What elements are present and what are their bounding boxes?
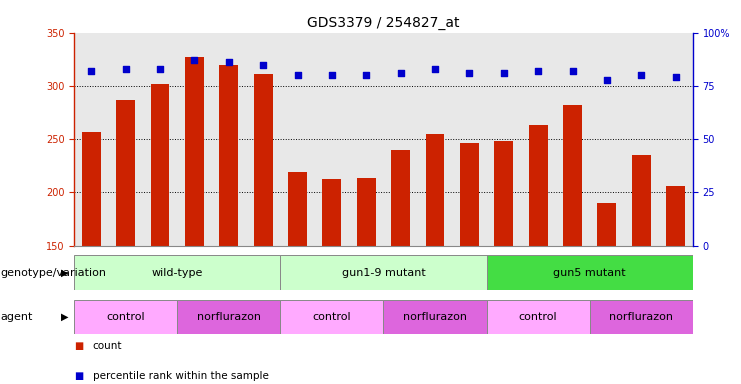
Bar	[185, 57, 204, 246]
Bar	[563, 105, 582, 246]
Text: ▶: ▶	[62, 268, 69, 278]
Bar	[177, 300, 280, 334]
Point	[429, 66, 441, 72]
Point	[395, 70, 407, 76]
Text: norflurazon: norflurazon	[609, 312, 674, 322]
Bar	[82, 132, 101, 246]
Text: control: control	[313, 312, 351, 322]
Text: wild-type: wild-type	[152, 268, 203, 278]
Point	[360, 72, 372, 78]
Bar	[487, 255, 693, 290]
Bar	[425, 134, 445, 246]
Text: agent: agent	[1, 312, 33, 322]
Bar	[116, 100, 135, 246]
Bar	[280, 300, 384, 334]
Text: percentile rank within the sample: percentile rank within the sample	[93, 371, 268, 381]
Bar	[528, 125, 548, 246]
Bar	[253, 74, 273, 246]
Bar	[632, 155, 651, 246]
Text: ■: ■	[74, 371, 83, 381]
Bar	[494, 141, 514, 246]
Bar	[383, 300, 487, 334]
Point	[85, 68, 97, 74]
Bar	[74, 255, 280, 290]
Bar	[219, 65, 239, 246]
Point	[670, 74, 682, 81]
Bar	[597, 203, 617, 246]
Point	[292, 72, 304, 78]
Text: count: count	[93, 341, 122, 351]
Text: norflurazon: norflurazon	[403, 312, 467, 322]
Point	[532, 68, 544, 74]
Text: genotype/variation: genotype/variation	[1, 268, 107, 278]
Text: ■: ■	[74, 341, 83, 351]
Text: norflurazon: norflurazon	[197, 312, 261, 322]
Bar	[590, 300, 693, 334]
Text: gun5 mutant: gun5 mutant	[554, 268, 626, 278]
Text: control: control	[519, 312, 557, 322]
Bar	[357, 177, 376, 246]
Bar	[487, 300, 590, 334]
Bar	[322, 179, 342, 246]
Point	[120, 66, 132, 72]
Point	[601, 76, 613, 83]
Text: control: control	[107, 312, 145, 322]
Point	[498, 70, 510, 76]
Point	[257, 61, 269, 68]
Bar	[666, 186, 685, 246]
Bar	[150, 84, 170, 246]
Bar	[74, 300, 177, 334]
Title: GDS3379 / 254827_at: GDS3379 / 254827_at	[308, 16, 459, 30]
Point	[635, 72, 647, 78]
Text: ▶: ▶	[62, 312, 69, 322]
Point	[223, 60, 235, 66]
Point	[154, 66, 166, 72]
Bar	[391, 150, 410, 246]
Point	[567, 68, 579, 74]
Text: gun1-9 mutant: gun1-9 mutant	[342, 268, 425, 278]
Bar	[460, 144, 479, 246]
Point	[188, 57, 200, 63]
Point	[326, 72, 338, 78]
Bar	[280, 255, 487, 290]
Point	[463, 70, 475, 76]
Bar	[288, 172, 307, 246]
